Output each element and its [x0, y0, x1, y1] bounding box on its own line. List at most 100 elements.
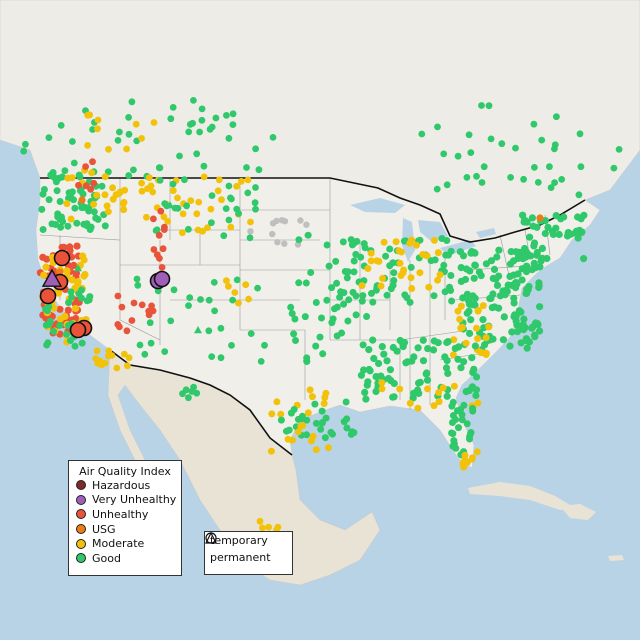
- good-monitor-marker: [455, 424, 462, 432]
- good-monitor-marker: [423, 369, 431, 377]
- good-monitor-marker: [190, 97, 197, 104]
- good-monitor-marker: [471, 261, 479, 269]
- good-monitor-marker: [510, 311, 519, 319]
- good-monitor-marker: [212, 114, 220, 122]
- good-monitor-marker: [318, 407, 326, 415]
- moderate-monitor-marker: [231, 289, 239, 296]
- no-data-monitor-marker: [278, 217, 286, 224]
- good-monitor-marker: [49, 169, 57, 176]
- moderate-monitor-marker: [143, 213, 150, 221]
- moderate-monitor-marker: [244, 176, 252, 184]
- good-monitor-marker: [189, 119, 197, 127]
- moderate-monitor-marker: [457, 302, 465, 310]
- aqi-legend-item-unhealthy: Unhealthy: [69, 507, 181, 522]
- good-monitor-marker: [76, 173, 84, 181]
- moderate-monitor-marker: [218, 196, 225, 204]
- good-monitor-marker: [528, 324, 536, 332]
- moderate-monitor-marker: [235, 299, 242, 307]
- unhealthy-monitor-marker: [73, 242, 81, 250]
- aqi-legend-item-hazardous: Hazardous: [69, 478, 181, 493]
- moderate-monitor-marker: [414, 404, 422, 412]
- good-monitor-marker: [478, 179, 486, 186]
- aqi-legend-title: Air Quality Index: [79, 465, 171, 478]
- good-monitor-marker: [520, 175, 527, 183]
- good-monitor-marker: [40, 186, 48, 193]
- good-monitor-marker: [243, 164, 250, 171]
- good-monitor-marker: [472, 386, 481, 394]
- good-monitor-marker: [291, 315, 299, 323]
- no-data-monitor-marker: [274, 239, 281, 246]
- good-monitor-marker: [58, 173, 66, 181]
- good-monitor-marker: [290, 330, 298, 338]
- good-monitor-marker: [387, 285, 395, 293]
- good-monitor-marker: [246, 234, 254, 242]
- moderate-monitor-marker: [321, 394, 329, 401]
- good-monitor-marker: [444, 338, 452, 346]
- good-monitor-marker: [558, 176, 566, 183]
- good-monitor-marker: [390, 393, 398, 401]
- moderate-monitor-marker: [474, 306, 482, 314]
- hispaniola-island: [560, 504, 596, 520]
- good-monitor-marker: [493, 253, 501, 261]
- good-monitor-marker: [312, 419, 320, 427]
- good-monitor-marker: [380, 350, 388, 358]
- good-monitor-marker: [343, 274, 351, 282]
- good-monitor-marker: [222, 205, 230, 213]
- good-monitor-marker: [193, 150, 201, 158]
- good-monitor-marker: [430, 337, 438, 345]
- good-monitor-marker: [56, 198, 64, 205]
- good-monitor-marker: [400, 237, 408, 245]
- good-monitor-marker: [146, 319, 154, 327]
- moderate-monitor-marker: [473, 324, 480, 332]
- moderate-monitor-marker: [63, 267, 71, 275]
- type-legend-item-permanent: permanent: [205, 532, 292, 566]
- good-monitor-marker: [448, 297, 456, 305]
- good-monitor-marker: [552, 212, 560, 220]
- good-monitor-marker: [79, 190, 87, 198]
- moderate-monitor-marker: [55, 289, 63, 297]
- aqi-legend-item-usg: USG: [69, 522, 181, 537]
- good-monitor-marker: [283, 427, 290, 435]
- good-monitor-marker: [520, 315, 528, 323]
- moderate-monitor-marker: [200, 173, 208, 181]
- moderate-monitor-marker: [149, 188, 157, 196]
- good-monitor-marker: [531, 331, 539, 339]
- good-monitor-marker: [206, 125, 214, 133]
- good-monitor-marker: [533, 248, 541, 257]
- good-monitor-marker: [469, 292, 477, 300]
- moderate-monitor-marker: [42, 263, 50, 271]
- good-monitor-marker: [451, 344, 459, 352]
- unhealthy-monitor-marker: [155, 231, 163, 239]
- good-monitor-marker: [185, 394, 192, 402]
- good-monitor-marker: [66, 337, 74, 344]
- good-monitor-marker: [233, 276, 241, 284]
- good-monitor-marker: [360, 240, 368, 248]
- good-monitor-marker: [321, 434, 329, 442]
- good-monitor-marker: [328, 319, 336, 327]
- good-monitor-marker: [443, 392, 451, 400]
- good-monitor-marker: [577, 163, 585, 171]
- good-monitor-marker: [534, 179, 542, 186]
- good-monitor-marker: [512, 317, 520, 325]
- good-monitor-marker: [468, 354, 476, 362]
- good-monitor-marker: [460, 358, 468, 366]
- moderate-monitor-marker: [103, 202, 111, 210]
- moderate-monitor-marker: [392, 238, 400, 246]
- moderate-monitor-marker: [265, 523, 272, 531]
- good-monitor-marker: [386, 245, 394, 253]
- good-monitor-marker: [415, 389, 423, 397]
- moderate-monitor-marker: [150, 119, 158, 126]
- good-monitor-marker: [333, 332, 341, 340]
- moderate-monitor-marker: [478, 349, 486, 357]
- moderate-monitor-marker: [474, 399, 482, 407]
- unhealthy-monitor-marker: [116, 323, 123, 331]
- good-monitor-marker: [198, 116, 206, 124]
- moderate-monitor-marker: [104, 352, 112, 360]
- moderate-monitor-marker: [124, 362, 131, 370]
- moderate-monitor-marker: [215, 176, 223, 184]
- moderate-monitor-marker: [395, 247, 403, 255]
- good-monitor-marker: [185, 302, 192, 309]
- aqi-legend-label: Moderate: [92, 537, 145, 551]
- good-monitor-marker: [39, 226, 47, 233]
- good-monitor-marker: [156, 177, 164, 184]
